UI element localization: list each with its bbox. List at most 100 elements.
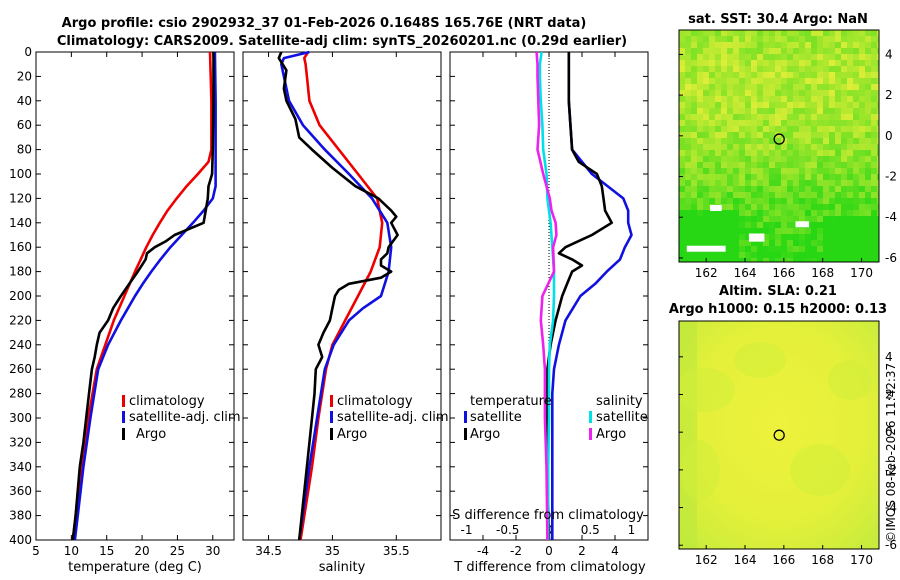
sst-pixel — [721, 204, 727, 210]
sst-pixel — [715, 84, 721, 90]
sst-pixel — [769, 48, 775, 54]
sst-pixel — [823, 138, 829, 144]
sst-pixel — [865, 234, 871, 240]
sst-pixel — [691, 84, 697, 90]
sst-pixel — [823, 66, 829, 72]
sst-pixel — [805, 198, 811, 204]
sst-pixel — [865, 252, 871, 258]
sst-pixel — [853, 234, 859, 240]
sst-pixel — [709, 240, 715, 246]
sst-pixel — [787, 252, 793, 258]
sst-pixel — [721, 48, 727, 54]
sst-pixel — [859, 222, 865, 228]
sst-pixel — [691, 222, 697, 228]
sst-pixel — [805, 132, 811, 138]
sst-pixel — [853, 240, 859, 246]
sst-pixel — [841, 186, 847, 192]
sst-pixel — [835, 192, 841, 198]
sst-pixel — [739, 90, 745, 96]
sst-pixel — [859, 150, 865, 156]
sst-pixel — [697, 198, 703, 204]
sst-pixel — [793, 66, 799, 72]
sst-pixel — [721, 108, 727, 114]
sst-pixel — [691, 48, 697, 54]
sst-pixel — [763, 120, 769, 126]
sst-pixel — [817, 120, 823, 126]
sst-pixel — [697, 234, 703, 240]
sst-pixel — [769, 180, 775, 186]
sst-pixel — [757, 42, 763, 48]
sst-pixel — [871, 78, 877, 84]
map-x-tick-label: 166 — [772, 553, 795, 567]
sst-pixel — [841, 210, 847, 216]
sst-pixel — [751, 72, 757, 78]
sst-pixel — [685, 150, 691, 156]
sst-pixel — [811, 246, 817, 252]
sst-pixel — [787, 78, 793, 84]
sst-pixel — [697, 126, 703, 132]
sst-pixel — [811, 30, 817, 36]
sst-pixel — [865, 156, 871, 162]
sst-pixel — [685, 72, 691, 78]
sst-pixel — [841, 162, 847, 168]
s-diff-tick-label: 1 — [628, 523, 636, 537]
sst-pixel — [727, 216, 733, 222]
sst-pixel — [793, 192, 799, 198]
sst-pixel — [805, 138, 811, 144]
sst-pixel — [847, 48, 853, 54]
sst-pixel — [757, 126, 763, 132]
sst-pixel — [781, 48, 787, 54]
sst-pixel — [811, 144, 817, 150]
sst-pixel — [679, 108, 685, 114]
map-x-tick-label: 168 — [811, 553, 834, 567]
sst-pixel — [781, 198, 787, 204]
sst-pixel — [811, 36, 817, 42]
sst-pixel — [685, 60, 691, 66]
sst-pixel — [745, 186, 751, 192]
sst-pixel — [829, 204, 835, 210]
sst-pixel — [793, 138, 799, 144]
sst-pixel — [739, 66, 745, 72]
sst-pixel — [757, 150, 763, 156]
sst-pixel — [847, 228, 853, 234]
sst-pixel — [817, 30, 823, 36]
sst-pixel — [877, 42, 879, 48]
sst-pixel — [805, 90, 811, 96]
sst-pixel — [871, 120, 877, 126]
sst-pixel — [769, 108, 775, 114]
sst-pixel — [835, 126, 841, 132]
sst-pixel — [733, 180, 739, 186]
sst-pixel — [739, 258, 745, 262]
sst-pixel — [691, 114, 697, 120]
sst-pixel — [805, 54, 811, 60]
sst-pixel — [691, 96, 697, 102]
sst-pixel — [709, 186, 715, 192]
sst-pixel — [721, 228, 727, 234]
sst-pixel — [781, 36, 787, 42]
sst-pixel — [781, 186, 787, 192]
sst-pixel — [751, 180, 757, 186]
sst-pixel — [763, 78, 769, 84]
sst-pixel — [871, 126, 877, 132]
sst-pixel — [685, 144, 691, 150]
sst-pixel — [859, 102, 865, 108]
x-tick-label: 4 — [611, 544, 619, 558]
sst-pixel — [727, 222, 733, 228]
sst-pixel — [787, 102, 793, 108]
sst-pixel — [835, 186, 841, 192]
sst-pixel — [865, 42, 871, 48]
sst-pixel — [823, 186, 829, 192]
sst-pixel — [733, 174, 739, 180]
sst-pixel — [853, 204, 859, 210]
sst-pixel — [799, 42, 805, 48]
series-line-climatology — [299, 51, 384, 541]
sst-pixel — [685, 42, 691, 48]
sst-pixel — [721, 168, 727, 174]
sst-pixel — [793, 48, 799, 54]
sst-pixel — [733, 102, 739, 108]
sst-pixel — [721, 180, 727, 186]
sst-pixel — [811, 186, 817, 192]
sst-pixel — [715, 36, 721, 42]
series-line-satellite-adj-clim — [73, 51, 217, 541]
sst-pixel — [751, 48, 757, 54]
